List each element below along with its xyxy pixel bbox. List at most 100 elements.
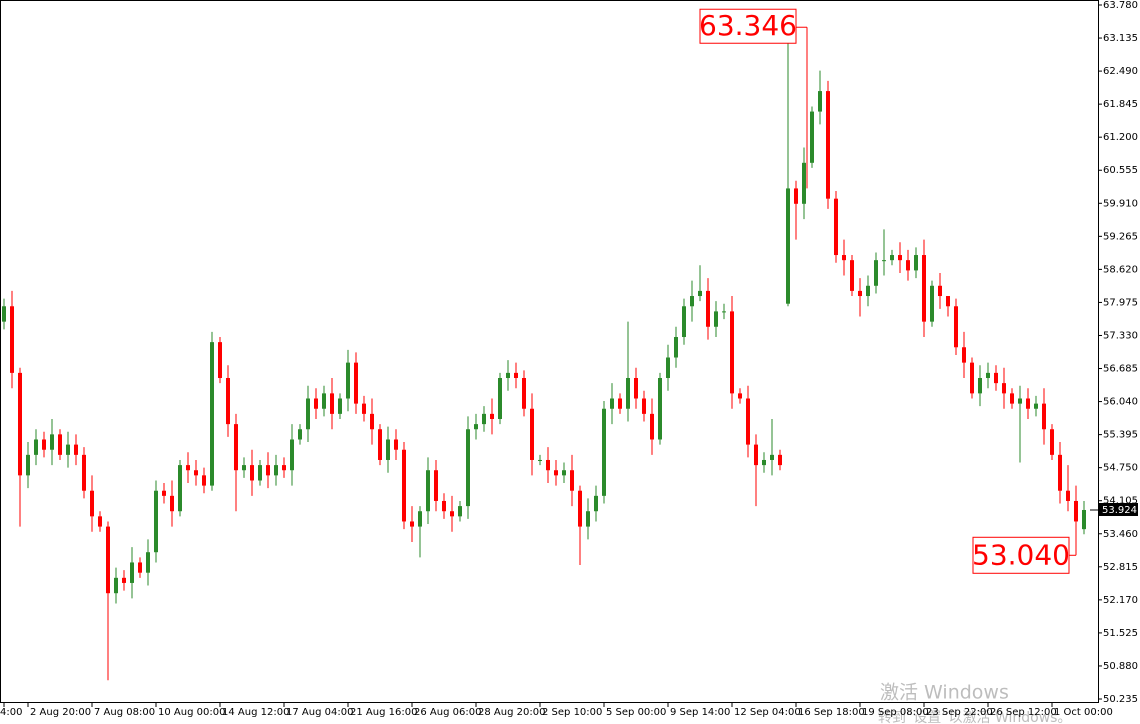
candle-body (746, 398, 750, 445)
watermark: 激活 Windows (880, 682, 1009, 704)
x-tick-label: 1 Oct 00:00 (1054, 707, 1113, 718)
candle-body (370, 413, 374, 430)
candle-body (218, 342, 222, 379)
candle-body (1018, 398, 1022, 404)
candle-body (2, 306, 6, 322)
candle-body (130, 562, 134, 583)
candle-body (818, 91, 822, 112)
candle-body (386, 439, 390, 460)
candle-body (586, 511, 590, 527)
candle-body (90, 490, 94, 517)
y-tick-label: 58.620 (1103, 264, 1138, 275)
candle-body (506, 372, 510, 379)
candle-body (234, 424, 238, 471)
candle-body (458, 506, 462, 517)
candle-body (786, 188, 790, 304)
candle-body (378, 429, 382, 460)
x-tick-label: 14 Aug 12:00 (222, 707, 289, 718)
candle-body (1082, 509, 1086, 530)
x-tick-label: 7 Aug 08:00 (94, 707, 155, 718)
candle-body (1066, 490, 1070, 501)
candle-body (290, 439, 294, 471)
candle-body (546, 459, 550, 471)
candle-body (50, 434, 54, 450)
candle-body (554, 470, 558, 476)
candle-body (322, 393, 326, 409)
candle-body (266, 465, 270, 476)
candle-body (938, 285, 942, 297)
y-tick-label: 55.395 (1103, 430, 1138, 441)
y-tick-label: 50.235 (1103, 694, 1138, 705)
candle-body (466, 429, 470, 507)
candles (2, 27, 1086, 681)
y-tick-label: 57.975 (1103, 297, 1138, 308)
y-tick-label: 56.040 (1103, 397, 1138, 408)
y-tick-label: 63.135 (1103, 33, 1138, 44)
candle-body (578, 490, 582, 527)
candle-body (162, 490, 166, 496)
y-tick-label: 59.910 (1103, 198, 1138, 209)
y-tick-label: 50.880 (1103, 661, 1138, 672)
candle-body (626, 378, 630, 409)
candle-body (186, 465, 190, 471)
candle-body (210, 342, 214, 486)
candle-body (1034, 403, 1038, 409)
candle-body (594, 495, 598, 512)
candle-body (514, 372, 518, 379)
x-tick-label: 2 Aug 20:00 (30, 707, 91, 718)
candle-body (82, 454, 86, 491)
last-price-box (1099, 502, 1138, 516)
plot-frame (0, 0, 1099, 703)
candle-body (1010, 393, 1014, 404)
candle-body (674, 337, 678, 358)
candle-body (1058, 454, 1062, 491)
candle-body (10, 306, 14, 373)
y-tick-label: 52.170 (1103, 595, 1138, 606)
candle-body (658, 378, 662, 440)
x-tick-label: 12 Sep 04:00 (734, 707, 801, 718)
candle-body (906, 260, 910, 271)
x-tick-label: 26 Sep 12:00 (990, 707, 1057, 718)
candle-body (482, 413, 486, 425)
y-tick-label: 57.330 (1103, 330, 1138, 341)
candle-body (170, 495, 174, 512)
candle-body (154, 490, 158, 553)
y-tick-label: 53.460 (1103, 529, 1138, 540)
candle-body (498, 378, 502, 419)
candle-body (194, 470, 198, 476)
candle-body (634, 378, 638, 399)
candle-body (490, 413, 494, 419)
max-label-box (699, 8, 797, 44)
x-tick-label: 28 Aug 20:00 (478, 707, 545, 718)
candle-body (434, 470, 438, 501)
candle-body (914, 255, 918, 271)
candle-body (642, 398, 646, 414)
candle-body (274, 465, 278, 476)
candle-body (762, 459, 766, 466)
x-tick-label: 16 Sep 18:00 (798, 707, 865, 718)
candle-body (970, 362, 974, 394)
candle-body (866, 285, 870, 297)
y-tick-label: 61.845 (1103, 99, 1138, 110)
candle-body (570, 470, 574, 491)
candle-body (314, 398, 318, 409)
candle-body (98, 516, 102, 527)
candle-body (730, 311, 734, 394)
candle-body (834, 198, 838, 256)
candle-body (418, 511, 422, 527)
candle-body (650, 413, 654, 440)
y-tick-label: 59.265 (1103, 231, 1138, 242)
candle-body (602, 408, 606, 496)
candle-body (898, 255, 902, 261)
candle-body (562, 470, 566, 476)
candle-body (874, 260, 878, 286)
candle-body (802, 162, 806, 204)
candle-body (738, 393, 742, 399)
candle-body (146, 552, 150, 573)
y-tick-label: 62.490 (1103, 66, 1138, 77)
candle-body (994, 372, 998, 384)
candle-body (530, 408, 534, 460)
candle-body (282, 465, 286, 471)
candle-body (962, 347, 966, 363)
